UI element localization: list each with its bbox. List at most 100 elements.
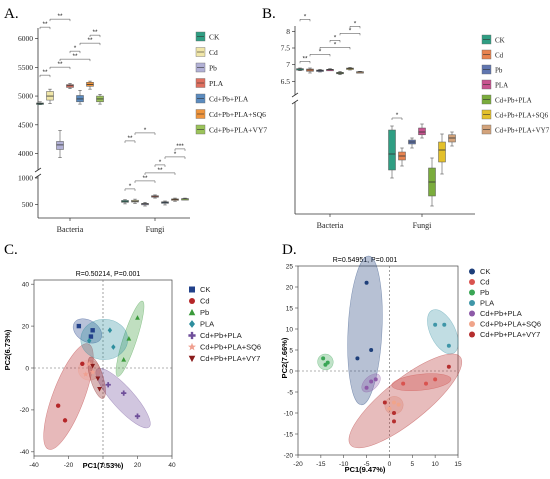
x-tick-label: 0 bbox=[388, 461, 392, 468]
x-tick-label: -40 bbox=[29, 462, 39, 469]
significance-bracket bbox=[299, 19, 311, 22]
box-CK bbox=[388, 129, 396, 171]
significance-label: * bbox=[144, 127, 147, 134]
legend-marker-CK bbox=[189, 286, 195, 293]
point-Cd+Pb+PLA+SQ6 bbox=[387, 406, 392, 411]
x-tick-label: 5 bbox=[410, 461, 414, 468]
panel-c-plot: -40 -20 0 20 40 -40 -20 0 20 40 bbox=[20, 279, 176, 469]
x-tick-label: Bacteria bbox=[317, 221, 344, 230]
legend-marker-Cd bbox=[189, 298, 195, 304]
significance-bracket bbox=[49, 18, 71, 22]
y-tick-label: 0 bbox=[25, 365, 29, 372]
legend-label-PLA: PLA bbox=[480, 299, 494, 308]
point-CK bbox=[355, 356, 360, 361]
ellipse-CK bbox=[347, 255, 383, 406]
panel-d-xlabel: PC1(9.47%) bbox=[345, 465, 386, 474]
significance-bracket bbox=[69, 50, 81, 54]
significance-label: ** bbox=[57, 61, 63, 68]
panel-c-xlabel: PC1(7.53%) bbox=[83, 461, 124, 470]
x-tick-label: Fungi bbox=[413, 221, 432, 230]
legend-label-CK: CK bbox=[480, 267, 490, 276]
significance-label: ** bbox=[87, 37, 93, 44]
ellipse-Cd+Pb+PLA+VY7 bbox=[348, 353, 463, 449]
legend-label-Cd+Pb+PLA: Cd+Pb+PLA bbox=[209, 95, 249, 104]
y-tick-label: -40 bbox=[20, 449, 30, 456]
significance-label: * bbox=[396, 112, 399, 119]
legend-marker-Pb bbox=[469, 289, 475, 296]
legend-marker-Cd+Pb+PLA+SQ6 bbox=[188, 342, 196, 351]
panel-c-label: C. bbox=[4, 242, 18, 258]
y-tick-label: 4500 bbox=[18, 120, 33, 129]
significance-bracket bbox=[144, 172, 176, 175]
significance-label: ** bbox=[42, 69, 48, 76]
y-tick-label: 10 bbox=[286, 326, 294, 333]
significance-label: ** bbox=[142, 175, 148, 182]
y-tick-label: 6000 bbox=[18, 34, 33, 43]
y-tick-label: -15 bbox=[284, 431, 294, 438]
significance-bracket bbox=[299, 61, 311, 64]
x-tick-label: Bacteria bbox=[57, 225, 84, 234]
axis-break-mark bbox=[291, 92, 299, 105]
axis-break-mark bbox=[34, 167, 42, 179]
y-tick-label: -10 bbox=[284, 410, 294, 417]
legend-label-Pb: Pb bbox=[200, 308, 209, 317]
point-PLA bbox=[107, 327, 113, 334]
point-PLA bbox=[111, 344, 116, 350]
legend-marker-Cd bbox=[469, 279, 475, 285]
legend-marker-Cd+Pb+PLA+VY7 bbox=[188, 355, 196, 363]
legend-marker-Cd+Pb+PLA bbox=[469, 310, 475, 317]
y-tick-label: 20 bbox=[286, 284, 294, 291]
x-tick-label: 20 bbox=[134, 462, 142, 469]
legend-label-CK: CK bbox=[209, 33, 220, 42]
significance-label: * bbox=[354, 20, 357, 27]
significance-label: ** bbox=[42, 21, 48, 28]
y-tick-label: 6.5 bbox=[281, 77, 291, 86]
significance-bracket bbox=[339, 33, 361, 36]
point-Cd+Pb+PLA+VY7 bbox=[392, 419, 396, 424]
point-Cd+Pb+PLA+VY7 bbox=[90, 363, 96, 369]
point-CK bbox=[369, 348, 374, 352]
significance-bracket bbox=[134, 180, 156, 183]
point-Cd+Pb+PLA+SQ6 bbox=[396, 402, 401, 407]
point-CK bbox=[88, 334, 94, 339]
legend-marker-Pb bbox=[188, 308, 196, 316]
panel-a-legend: CK Cd Pb PLA Cd+Pb+PLA Cd+Pb+PLA+SQ6 Cd+Pb+PLA… bbox=[195, 31, 267, 135]
panel-a-plot: 500100040004500500055006000Bacteria*****… bbox=[18, 13, 190, 234]
point-Cd bbox=[55, 403, 61, 408]
significance-label: * bbox=[349, 27, 352, 34]
legend-label-PLA: PLA bbox=[209, 79, 224, 88]
point-Cd+Pb+PLA+VY7 bbox=[392, 411, 396, 415]
plot-frame bbox=[297, 265, 459, 456]
significance-bracket bbox=[349, 26, 361, 29]
ellipse-PLA bbox=[427, 309, 459, 355]
point-Cd+Pb+PLA+VY7 bbox=[446, 364, 451, 369]
y-tick-label: 500 bbox=[22, 200, 34, 209]
point-CK bbox=[76, 323, 82, 329]
significance-label: *** bbox=[176, 143, 184, 150]
legend-label-Cd+Pb+PLA: Cd+Pb+PLA bbox=[480, 309, 522, 318]
ellipse-Cd bbox=[43, 343, 94, 450]
x-tick-label: -20 bbox=[64, 462, 74, 469]
significance-bracket bbox=[89, 34, 101, 38]
point-Cd+Pb+PLA bbox=[373, 377, 378, 382]
point-Cd+Pb+PLA+VY7 bbox=[95, 376, 101, 382]
panel-c-ylabel: PC2(6.73%) bbox=[3, 329, 12, 370]
significance-label: * bbox=[174, 151, 177, 158]
x-tick-label: -15 bbox=[316, 461, 326, 468]
point-Pb bbox=[325, 360, 330, 365]
panel-d-title: R=0.54951, P=0.001 bbox=[333, 257, 398, 264]
y-tick-label: 5000 bbox=[18, 92, 33, 101]
point-Cd+Pb+PLA+SQ6 bbox=[89, 369, 96, 375]
panel-b-legend: CK Cd Pb PLA Cd+Pb+PLA Cd+Pb+PLA+SQ6 Cd+Pb+PLA… bbox=[481, 34, 550, 135]
significance-label: * bbox=[304, 13, 307, 20]
legend-label-Cd: Cd bbox=[200, 297, 210, 306]
legend-label-Cd+Pb+PLA+VY7: Cd+Pb+PLA+VY7 bbox=[200, 354, 260, 363]
legend-marker-CK bbox=[469, 268, 475, 275]
ellipse-Cd+Pb+PLA bbox=[95, 367, 151, 429]
legend-label-Pb: Pb bbox=[480, 288, 489, 297]
point-PLA bbox=[442, 322, 447, 327]
point-Cd+Pb+PLA+VY7 bbox=[382, 400, 387, 405]
